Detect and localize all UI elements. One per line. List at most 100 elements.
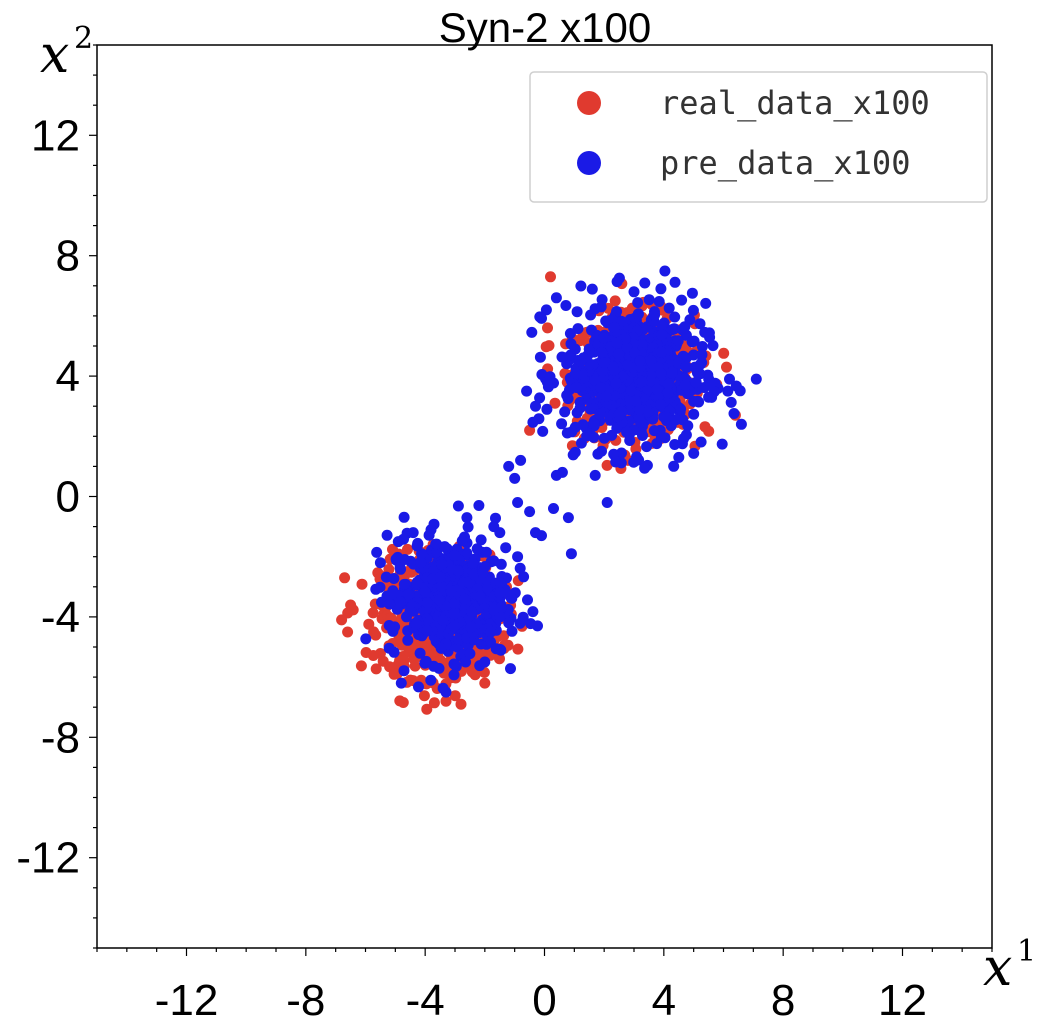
data-point [407, 527, 419, 539]
x-axis-label: x 1 [983, 934, 1036, 998]
data-point [678, 433, 689, 445]
data-point [419, 586, 431, 598]
data-point [679, 321, 691, 333]
data-point [527, 606, 539, 618]
data-point [435, 580, 447, 592]
data-point [596, 347, 608, 358]
data-point [655, 283, 667, 295]
data-point [641, 441, 653, 453]
data-point [505, 663, 516, 675]
data-point [621, 426, 633, 438]
data-point [518, 571, 530, 583]
data-point [342, 626, 354, 638]
data-point [581, 430, 593, 442]
x-axis-label-base: x [983, 938, 1012, 998]
data-point [577, 419, 589, 431]
data-point [398, 665, 410, 677]
data-point [651, 438, 663, 450]
data-point [688, 408, 700, 420]
data-point [409, 660, 421, 672]
y-tick-label: 12 [31, 111, 80, 160]
data-point [505, 592, 517, 604]
data-point [655, 346, 667, 358]
y-tick-label: -12 [16, 834, 80, 883]
data-point [550, 469, 562, 481]
data-point [494, 587, 506, 599]
data-point [411, 577, 423, 589]
data-point [682, 420, 694, 432]
data-point [394, 655, 406, 666]
y-tick-label: -4 [41, 593, 80, 642]
data-point [676, 294, 688, 306]
data-point [503, 617, 515, 629]
data-point [537, 425, 549, 437]
y-axis-label: x 2 [40, 21, 93, 85]
data-point [666, 324, 678, 336]
data-point [716, 438, 728, 450]
data-point [425, 674, 437, 686]
data-point [494, 653, 505, 665]
data-point [506, 625, 518, 637]
data-point [609, 322, 620, 333]
data-point [402, 634, 414, 646]
data-point [735, 418, 747, 430]
data-point [448, 658, 460, 670]
data-point [703, 391, 715, 403]
data-point [607, 361, 619, 373]
legend: real_data_x100 pre_data_x100 [529, 71, 988, 203]
data-point [371, 546, 383, 558]
legend-box [529, 71, 988, 203]
data-point [687, 304, 699, 316]
x-tick-label: -12 [155, 976, 219, 1022]
data-point [370, 583, 382, 595]
data-point [649, 309, 661, 321]
legend-entry: real_data_x100 [577, 84, 930, 122]
data-point [374, 648, 386, 659]
y-tick-label: 0 [56, 473, 80, 522]
data-point [534, 392, 546, 404]
data-point [571, 407, 583, 419]
x-tick-label: -4 [406, 976, 445, 1022]
data-point [610, 377, 622, 389]
data-point [410, 618, 422, 630]
data-point [360, 633, 372, 645]
data-point [639, 277, 651, 289]
legend-marker [577, 91, 601, 115]
data-point [435, 642, 447, 654]
data-point [433, 594, 445, 606]
data-point [550, 292, 562, 304]
y-axis-label-base: x [40, 25, 69, 85]
data-point [452, 565, 464, 577]
data-point [636, 375, 648, 387]
data-point [541, 376, 553, 388]
data-point [680, 361, 692, 373]
data-point [339, 572, 351, 584]
data-point [592, 448, 604, 460]
data-point [560, 300, 572, 311]
data-point [728, 408, 740, 419]
data-point [530, 400, 541, 412]
y-axis-label-superscript: 2 [74, 21, 93, 56]
data-point [724, 373, 735, 385]
x-tick-label: 4 [652, 976, 676, 1022]
data-point [628, 286, 640, 298]
data-point [479, 677, 491, 689]
data-point [509, 472, 521, 484]
data-point [672, 335, 684, 347]
data-point [370, 663, 382, 675]
data-point [565, 349, 577, 361]
data-point [392, 536, 404, 548]
data-point [398, 511, 410, 523]
data-point [521, 385, 533, 397]
data-point [699, 421, 711, 433]
data-point [686, 336, 698, 348]
data-point [383, 642, 395, 654]
data-point [397, 697, 409, 708]
data-point [606, 429, 618, 441]
series-pre_data_x100 [360, 265, 762, 698]
data-point [634, 404, 646, 416]
data-point [655, 399, 666, 410]
data-point [634, 355, 646, 367]
data-point [462, 521, 474, 533]
data-point [595, 382, 607, 394]
